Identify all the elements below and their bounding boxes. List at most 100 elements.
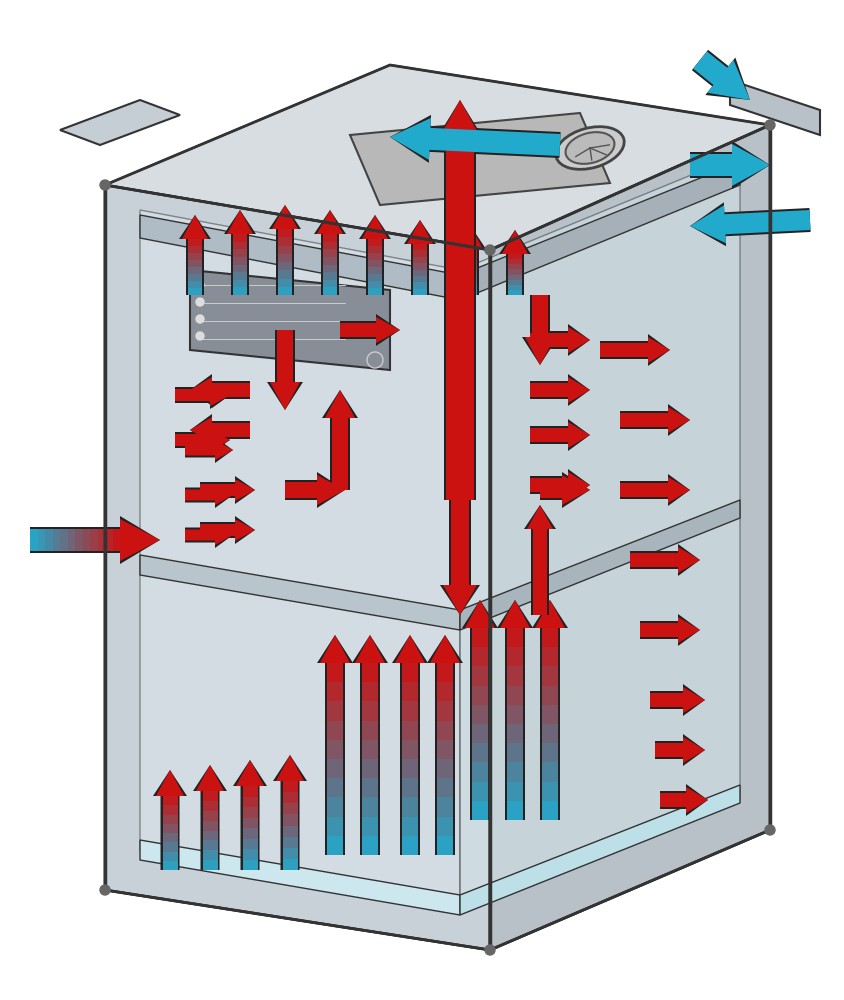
FancyArrow shape: [650, 684, 705, 716]
FancyArrow shape: [163, 805, 177, 814]
FancyArrow shape: [352, 635, 388, 855]
FancyArrow shape: [362, 701, 378, 721]
FancyArrow shape: [188, 288, 202, 295]
Circle shape: [196, 281, 204, 289]
FancyArrow shape: [407, 220, 433, 244]
FancyArrow shape: [368, 281, 382, 288]
FancyArrow shape: [283, 848, 297, 859]
FancyArrow shape: [327, 721, 343, 740]
Polygon shape: [350, 113, 610, 205]
FancyArrow shape: [273, 755, 307, 870]
FancyArrow shape: [156, 770, 184, 796]
FancyArrow shape: [185, 437, 233, 463]
FancyArrow shape: [267, 330, 303, 410]
FancyArrow shape: [402, 701, 418, 721]
FancyArrow shape: [640, 617, 700, 643]
FancyArrow shape: [660, 784, 708, 816]
FancyArrow shape: [327, 682, 343, 701]
FancyArrow shape: [413, 282, 427, 289]
FancyArrow shape: [190, 374, 250, 406]
Polygon shape: [190, 270, 390, 370]
Polygon shape: [105, 185, 490, 950]
FancyArrow shape: [690, 202, 810, 246]
FancyArrow shape: [472, 666, 488, 686]
FancyArrow shape: [242, 796, 257, 807]
FancyArrow shape: [530, 377, 590, 403]
Polygon shape: [490, 125, 770, 950]
FancyArrow shape: [120, 519, 160, 561]
FancyArrow shape: [402, 778, 418, 797]
FancyArrow shape: [507, 782, 523, 801]
FancyArrow shape: [233, 234, 247, 242]
FancyArrow shape: [196, 765, 224, 791]
FancyArrow shape: [327, 817, 343, 836]
FancyArrow shape: [200, 519, 255, 541]
FancyArrow shape: [323, 287, 337, 295]
FancyArrow shape: [190, 417, 250, 443]
FancyArrow shape: [242, 828, 257, 838]
FancyArrow shape: [236, 760, 264, 786]
FancyArrow shape: [542, 743, 558, 762]
FancyArrow shape: [693, 51, 750, 100]
FancyArrow shape: [600, 334, 670, 366]
FancyArrow shape: [60, 529, 68, 551]
FancyArrow shape: [472, 647, 488, 666]
FancyArrow shape: [30, 516, 160, 564]
FancyArrow shape: [203, 860, 218, 870]
FancyArrow shape: [233, 264, 247, 272]
FancyArrow shape: [175, 426, 230, 454]
FancyArrow shape: [463, 272, 477, 278]
FancyArrow shape: [437, 721, 453, 740]
FancyArrow shape: [90, 529, 98, 551]
FancyArrow shape: [163, 796, 177, 805]
FancyArrow shape: [233, 242, 247, 249]
Polygon shape: [60, 100, 180, 145]
FancyArrow shape: [163, 833, 177, 842]
FancyArrow shape: [542, 628, 558, 647]
FancyArrow shape: [242, 859, 257, 870]
FancyArrow shape: [278, 229, 292, 237]
FancyArrow shape: [368, 267, 382, 274]
FancyArrow shape: [323, 272, 337, 280]
FancyArrow shape: [283, 781, 297, 792]
FancyArrow shape: [193, 765, 227, 870]
FancyArrow shape: [362, 817, 378, 836]
FancyArrow shape: [362, 682, 378, 701]
Polygon shape: [460, 785, 740, 915]
FancyArrow shape: [327, 740, 343, 759]
FancyArrow shape: [242, 786, 257, 796]
Circle shape: [196, 315, 204, 323]
FancyArrow shape: [508, 285, 522, 290]
FancyArrow shape: [630, 544, 700, 576]
FancyArrow shape: [404, 220, 436, 295]
FancyArrow shape: [402, 721, 418, 740]
FancyArrow shape: [660, 787, 708, 813]
FancyArrow shape: [188, 246, 202, 253]
FancyArrow shape: [185, 485, 233, 505]
FancyArrow shape: [269, 205, 301, 295]
FancyArrow shape: [180, 382, 230, 408]
FancyArrow shape: [508, 264, 522, 269]
Circle shape: [100, 180, 110, 190]
FancyArrow shape: [620, 404, 690, 436]
FancyArrow shape: [690, 141, 770, 189]
FancyArrow shape: [233, 257, 247, 264]
FancyArrow shape: [508, 280, 522, 285]
FancyArrow shape: [188, 267, 202, 274]
FancyArrow shape: [430, 100, 490, 500]
FancyArrow shape: [362, 215, 388, 239]
FancyArrow shape: [507, 628, 523, 647]
Circle shape: [196, 298, 204, 306]
Circle shape: [765, 120, 775, 130]
FancyArrow shape: [188, 274, 202, 281]
FancyArrow shape: [98, 529, 105, 551]
FancyArrow shape: [620, 474, 690, 506]
FancyArrow shape: [283, 803, 297, 814]
FancyArrow shape: [463, 260, 477, 266]
FancyArrow shape: [507, 666, 523, 686]
FancyArrow shape: [413, 276, 427, 282]
FancyArrow shape: [188, 253, 202, 260]
FancyArrow shape: [163, 824, 177, 833]
FancyArrow shape: [532, 600, 568, 820]
FancyArrow shape: [437, 663, 453, 682]
